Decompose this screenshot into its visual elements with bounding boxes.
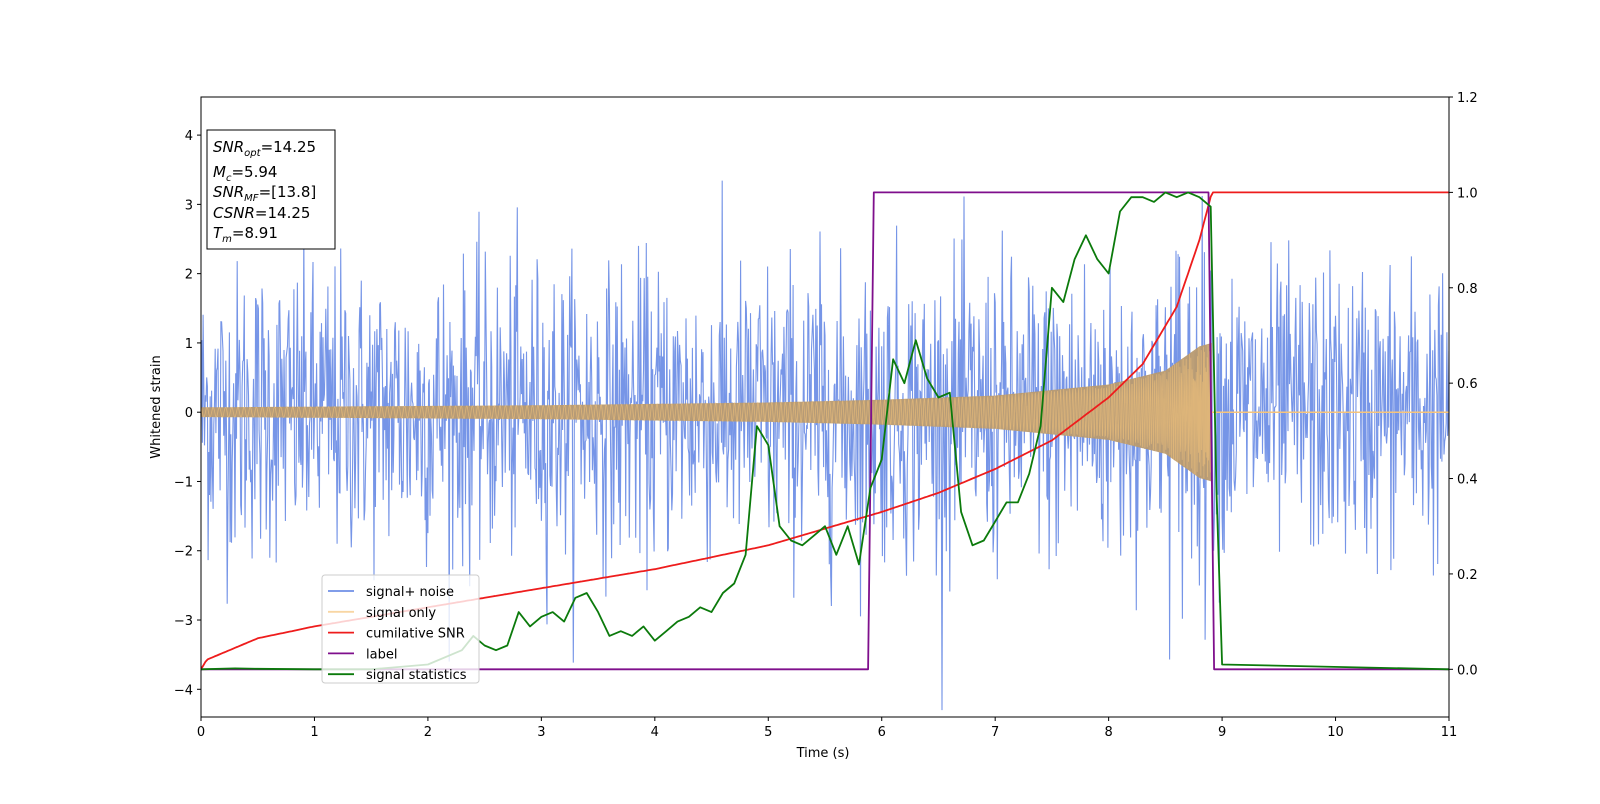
- legend-label: signal statistics: [366, 668, 467, 683]
- legend-label: label: [366, 647, 397, 662]
- legend: signal+ noise signal only cumilative SNR la…: [321, 574, 480, 684]
- y2-tick-label: 1.2: [1457, 91, 1478, 106]
- legend-label: signal only: [366, 606, 436, 621]
- y-axis-ticks: −4 −3 −2 −1 0 1 2 3 4: [174, 129, 201, 698]
- x-tick-label: 11: [1441, 725, 1458, 740]
- x-tick-label: 3: [537, 725, 545, 740]
- y2-tick-label: 0.8: [1457, 282, 1478, 297]
- y2-tick-label: 1.0: [1457, 186, 1478, 201]
- series-signal-only-line: [201, 344, 1213, 479]
- y-tick-label: 2: [185, 268, 193, 283]
- x-tick-label: 6: [878, 725, 886, 740]
- x-axis-label: Time (s): [796, 746, 850, 761]
- x-tick-label: 4: [651, 725, 659, 740]
- series-label-line: [201, 191, 1449, 671]
- y-tick-label: 3: [185, 198, 193, 213]
- x-tick-label: 1: [310, 725, 318, 740]
- x-tick-label: 9: [1218, 725, 1226, 740]
- legend-label: signal+ noise: [366, 585, 454, 600]
- y-tick-label: 0: [185, 406, 193, 421]
- info-box-frame: [206, 129, 336, 250]
- x-tick-label: 7: [991, 725, 999, 740]
- x-tick-label: 2: [424, 725, 432, 740]
- info-box: SNRopt=14.25 Mc=5.94 SNRMF=[13.8] CSNR=1…: [206, 129, 336, 250]
- x-tick-label: 0: [197, 725, 205, 740]
- info-snr-opt: SNRopt=14.25: [213, 138, 316, 159]
- x-tick-label: 5: [764, 725, 772, 740]
- y-tick-label: 4: [185, 129, 193, 144]
- info-snr-mf: SNRMF=[13.8]: [213, 183, 316, 204]
- y2-axis-ticks: 0.0 0.2 0.4 0.6 0.8 1.0 1.2: [1449, 91, 1478, 678]
- x-tick-label: 8: [1104, 725, 1112, 740]
- y2-tick-label: 0.0: [1457, 663, 1478, 678]
- x-tick-label: 10: [1327, 725, 1344, 740]
- series-signal-statistics-line: [201, 191, 1449, 671]
- y-tick-label: −2: [174, 545, 193, 560]
- y-axis-label: Whitened strain: [149, 355, 164, 458]
- x-axis-ticks: 0 1 2 3 4 5 6 7 8 9 10 11: [197, 717, 1457, 740]
- info-csnr: CSNR=14.25: [213, 204, 310, 222]
- axes-frame: [200, 96, 1450, 718]
- info-tm: Tm=8.91: [213, 224, 278, 245]
- y-tick-label: −3: [174, 614, 193, 629]
- legend-label: cumilative SNR: [366, 627, 465, 642]
- info-mc: Mc=5.94: [213, 163, 277, 184]
- y2-tick-label: 0.4: [1457, 473, 1478, 488]
- y-tick-label: −1: [174, 475, 193, 490]
- y-tick-label: −4: [174, 683, 193, 698]
- series-signal-noise-line: [201, 180, 1449, 711]
- y2-tick-label: 0.2: [1457, 568, 1478, 583]
- series-signal-only-envelope: [201, 342, 1212, 482]
- y-tick-label: 1: [185, 337, 193, 352]
- legend-frame: [321, 574, 480, 684]
- y2-tick-label: 0.6: [1457, 377, 1478, 392]
